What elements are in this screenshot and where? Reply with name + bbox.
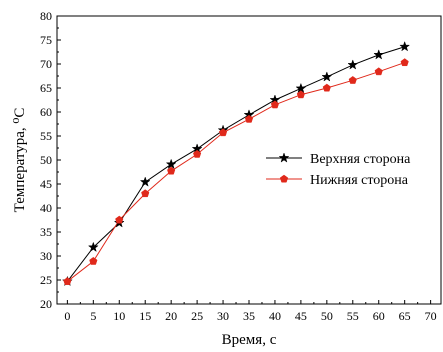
y-tick-label: 40 (40, 201, 52, 215)
series-2-point (115, 215, 124, 224)
x-tick-label: 5 (90, 309, 96, 323)
x-tick-label: 45 (295, 309, 307, 323)
x-axis-label: Время, с (222, 332, 277, 348)
series-1-point (399, 40, 411, 52)
y-axis-label: Температура, ⁰С (12, 108, 28, 213)
legend-label-2: Нижняя сторона (310, 173, 409, 188)
series-2-point (89, 256, 98, 265)
legend-label-1: Верхняя сторона (310, 152, 411, 167)
series-2-point (167, 166, 176, 175)
series-2-point (374, 67, 383, 76)
x-axis: 0 5 10 15 20 25 30 35 40 45 50 55 60 65 70 (64, 300, 437, 323)
legend-marker-2 (279, 174, 289, 183)
series-2-point (63, 277, 72, 285)
x-tick-label: 50 (321, 309, 333, 323)
y-tick-label: 65 (40, 81, 52, 95)
x-tick-label: 20 (165, 309, 177, 323)
series-2-point (348, 76, 357, 84)
y-tick-label: 60 (40, 105, 52, 119)
x-tick-label: 30 (217, 309, 229, 323)
y-tick-label: 35 (40, 225, 52, 239)
x-tick-label: 15 (139, 309, 151, 323)
y-tick-label: 45 (40, 177, 52, 191)
series-2-point (270, 100, 280, 109)
series-1-point (347, 59, 359, 70)
series-2-point (244, 114, 254, 123)
series-2-point (141, 189, 150, 198)
series-2-point (400, 58, 409, 67)
series-1-point (87, 241, 99, 253)
x-tick-label: 55 (347, 309, 359, 323)
y-axis: 20 25 30 35 40 45 50 55 60 65 70 75 80 (40, 9, 61, 311)
x-tick-label: 40 (269, 309, 281, 323)
x-tick-label: 70 (425, 309, 437, 323)
series-2-point (322, 83, 331, 92)
series-line-2 (67, 62, 405, 282)
series-1-point (321, 71, 333, 82)
x-tick-label: 10 (113, 309, 125, 323)
series-lines (66, 46, 405, 282)
series-2-point (296, 90, 305, 99)
legend: Верхняя сторона Нижняя сторона (266, 152, 411, 188)
series-1-point (373, 49, 385, 60)
y-tick-label: 25 (40, 273, 52, 287)
y-tick-label: 80 (40, 9, 52, 23)
series-2-point (218, 128, 228, 137)
x-tick-label: 0 (64, 309, 70, 323)
y-tick-label: 75 (40, 33, 52, 47)
y-tick-label: 30 (40, 249, 52, 263)
y-tick-label: 55 (40, 129, 52, 143)
y-tick-label: 50 (40, 153, 52, 167)
series-2-point (193, 149, 202, 158)
x-tick-label: 60 (373, 309, 385, 323)
x-tick-label: 35 (243, 309, 255, 323)
y-tick-label: 70 (40, 57, 52, 71)
series-1-point (139, 176, 151, 187)
y-tick-label: 20 (40, 297, 52, 311)
series-1-point (165, 158, 177, 169)
legend-marker-1 (278, 152, 290, 163)
x-tick-label: 25 (191, 309, 203, 323)
series-markers (61, 40, 411, 287)
x-tick-label: 65 (399, 309, 411, 323)
